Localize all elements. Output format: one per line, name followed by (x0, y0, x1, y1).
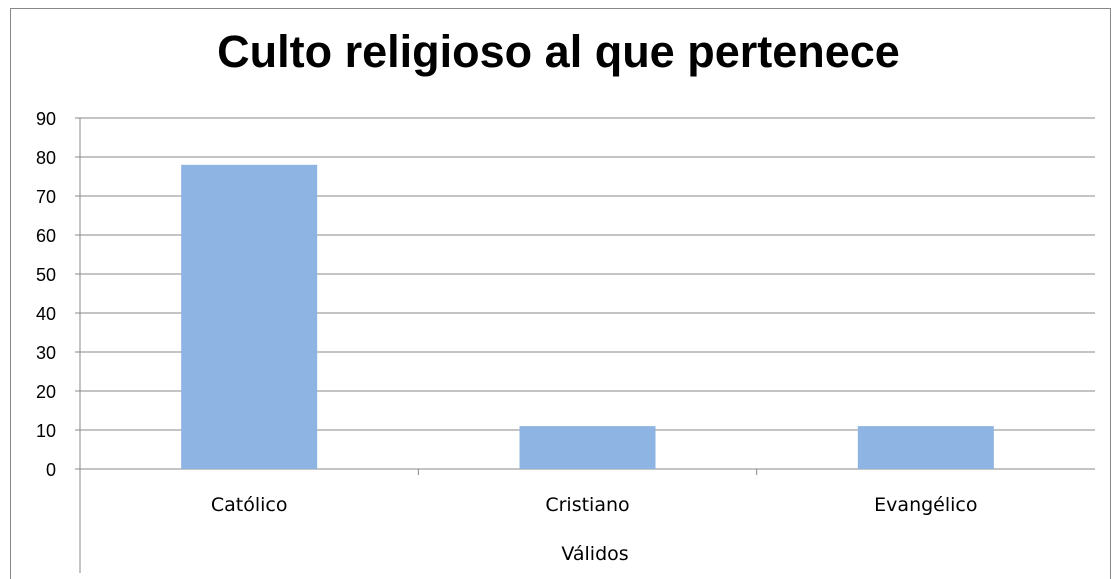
x-category-label: Católico (211, 494, 288, 516)
y-tick-label: 50 (36, 265, 56, 285)
y-tick-label: 70 (36, 187, 56, 207)
chart-title: Culto religioso al que pertenece (217, 26, 900, 77)
y-tick-label: 20 (36, 382, 56, 402)
x-category-label: Cristiano (545, 494, 629, 516)
y-tick-label: 0 (46, 460, 56, 480)
bar-1 (519, 426, 656, 469)
y-tick-label: 80 (36, 148, 56, 168)
y-tick-label: 60 (36, 226, 56, 246)
chart-frame (10, 8, 1111, 579)
bar-0 (181, 164, 318, 470)
y-tick-label: 30 (36, 343, 56, 363)
bar-2 (857, 426, 994, 469)
x-category-label: Evangélico (874, 494, 977, 516)
y-tick-label: 40 (36, 304, 56, 324)
y-tick-label: 90 (36, 109, 56, 129)
y-tick-label: 10 (36, 421, 56, 441)
x-axis-label: Válidos (561, 543, 628, 565)
